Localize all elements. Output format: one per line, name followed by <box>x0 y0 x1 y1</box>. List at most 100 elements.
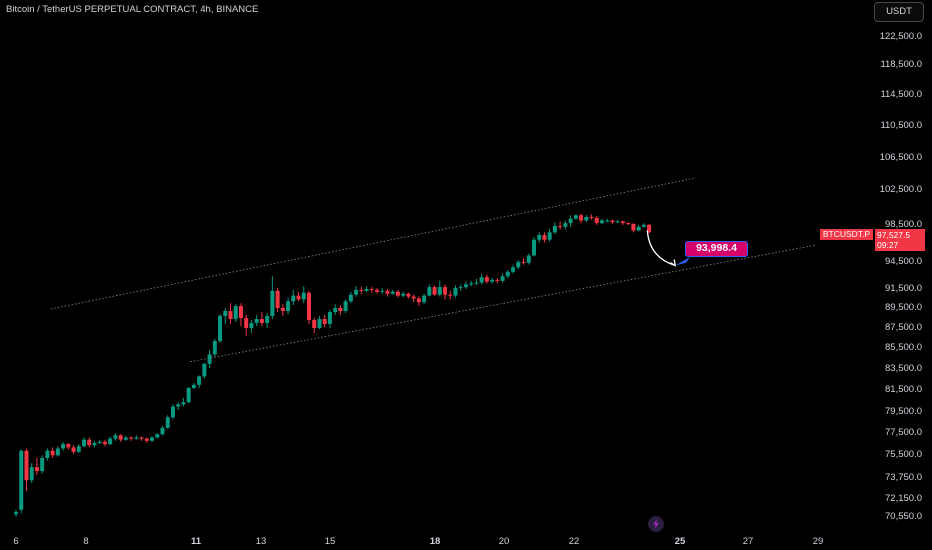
candle-body <box>118 435 123 440</box>
candle-body <box>416 298 421 303</box>
projection-arrow[interactable] <box>646 230 690 267</box>
candle-body <box>615 221 620 223</box>
candle <box>306 290 311 324</box>
candle <box>29 463 34 483</box>
candle <box>641 223 646 228</box>
channel-upper-line[interactable] <box>50 177 697 310</box>
candle-body <box>443 287 448 295</box>
candle-body <box>176 404 181 407</box>
candle <box>469 280 474 287</box>
candle-body <box>375 289 380 292</box>
time-axis[interactable]: 6 8 11 13 15 18 20 22 25 27 29 <box>13 536 823 547</box>
candle-body <box>359 289 364 291</box>
candle-body <box>301 292 306 300</box>
currency-button[interactable]: USDT <box>874 2 924 22</box>
candle-body <box>97 441 102 443</box>
candle-body <box>573 215 578 219</box>
candle <box>265 313 270 328</box>
channel-lower-line[interactable] <box>190 244 815 363</box>
candle-body <box>66 444 71 448</box>
candle-body <box>626 223 631 225</box>
price-tick-label: 102,500.0 <box>880 184 922 195</box>
candle-body <box>584 217 589 221</box>
candle <box>500 273 505 283</box>
price-tick-label: 72,150.0 <box>885 493 922 504</box>
candle-body <box>490 279 495 282</box>
candle-body <box>223 311 228 316</box>
candle-body <box>259 319 264 323</box>
candle <box>620 220 625 225</box>
candle-body <box>463 284 468 288</box>
price-tick-label: 91,500.0 <box>885 283 922 294</box>
candle <box>50 447 55 458</box>
price-tick-label: 73,750.0 <box>885 472 922 483</box>
candle <box>584 215 589 223</box>
candle <box>228 303 233 324</box>
candle-body <box>275 290 280 308</box>
candle-body <box>380 290 385 292</box>
price-tick-label: 75,500.0 <box>885 449 922 460</box>
candle <box>317 316 322 329</box>
candle <box>218 314 223 343</box>
candle <box>343 299 348 313</box>
candle-body <box>170 406 175 418</box>
candle-body <box>155 434 160 438</box>
candle <box>348 291 353 304</box>
price-axis[interactable]: 122,500.0 118,500.0 114,500.0 110,500.0 106,… <box>880 31 922 522</box>
time-tick-label: 20 <box>499 536 510 547</box>
parallel-channel[interactable] <box>50 177 815 363</box>
candle <box>390 289 395 295</box>
candle-body <box>82 439 87 447</box>
candle-body <box>348 294 353 302</box>
candle <box>542 232 547 243</box>
candle-body <box>479 277 484 283</box>
goto-realtime-button[interactable] <box>648 516 664 532</box>
candle-body <box>129 437 134 439</box>
candle <box>610 219 615 224</box>
candle-body <box>605 220 610 222</box>
candle-body <box>45 450 50 458</box>
price-tick-label: 122,500.0 <box>880 31 922 42</box>
candle <box>505 270 510 279</box>
candle-body <box>186 387 191 403</box>
candle-body <box>422 295 427 303</box>
candle <box>207 350 212 368</box>
price-tick-label: 85,500.0 <box>885 342 922 353</box>
candle <box>568 215 573 227</box>
candle-body <box>531 239 536 256</box>
candle-body <box>29 467 34 481</box>
candle <box>537 232 542 243</box>
candle <box>55 446 60 457</box>
candle <box>259 312 264 326</box>
candle <box>631 223 636 233</box>
candle-body <box>181 402 186 405</box>
candle-body <box>24 450 29 481</box>
target-price-label[interactable]: 93,998.4 <box>685 241 748 257</box>
candle-body <box>589 217 594 218</box>
candle-body <box>385 290 390 294</box>
candle <box>19 449 24 514</box>
candle-body <box>390 291 395 294</box>
candle-body <box>249 323 254 328</box>
candle <box>385 288 390 297</box>
candle <box>87 437 92 448</box>
candle <box>369 287 374 293</box>
candle-body <box>411 296 416 299</box>
candle-body <box>207 354 212 364</box>
candle <box>61 441 66 451</box>
arrow-path <box>646 230 676 267</box>
candle <box>453 285 458 298</box>
candle-body <box>594 217 599 224</box>
time-tick-label: 11 <box>191 536 202 547</box>
candle-body <box>610 220 615 223</box>
candle <box>280 304 285 316</box>
candle <box>123 435 128 441</box>
candle-body <box>123 437 128 440</box>
candle-body <box>50 450 55 456</box>
candle-body <box>453 288 458 296</box>
candle <box>97 439 102 445</box>
time-tick-label: 8 <box>83 536 88 547</box>
candle-body <box>599 220 604 224</box>
candle <box>24 448 29 491</box>
